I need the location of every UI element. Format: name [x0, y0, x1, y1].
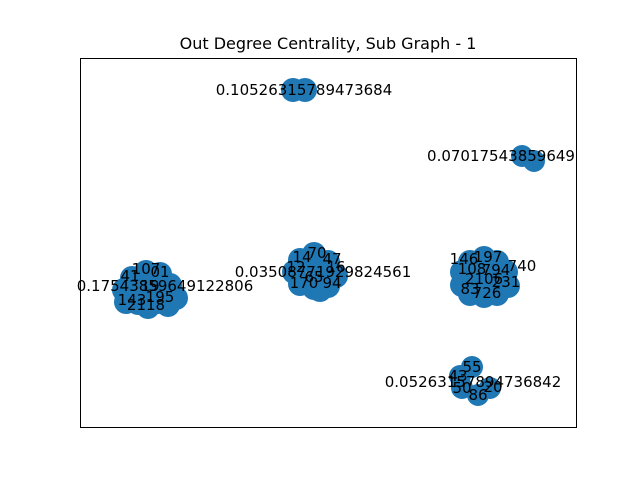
node-label: 143 [118, 291, 147, 309]
node-label: 231 [492, 273, 521, 291]
node-label: 146 [450, 250, 479, 268]
node-label: 108 [458, 260, 487, 278]
chart-title: Out Degree Centrality, Sub Graph - 1 [180, 34, 477, 53]
graph-node [293, 78, 317, 102]
node-label: 170 [290, 274, 319, 292]
axes-frame [80, 58, 577, 428]
graph-node [523, 150, 545, 172]
cluster-bottom-right: 55 43 50 20 86 0.05263157894736842 [385, 356, 562, 406]
cluster-middle: 14 70 47 12 16 170 94 65 0.0350877192982… [235, 242, 412, 302]
node-label: 14 [292, 248, 311, 266]
graph-node [485, 282, 509, 306]
node-label: 55 [462, 358, 481, 376]
node-label: 86 [468, 386, 487, 404]
node-label: 94 [322, 274, 341, 292]
node-label: 197 [474, 248, 503, 266]
cluster-top: 0.10526315789473684 [216, 78, 393, 102]
node-label: 16 [326, 258, 345, 276]
node-label: 740 [508, 257, 537, 275]
node-label: 2106 [465, 270, 503, 288]
node-label: 19 [140, 277, 159, 295]
node-label: 47 [322, 250, 341, 268]
node-label: 20 [483, 378, 502, 396]
node-label: 794 [482, 261, 511, 279]
graph-node [123, 278, 147, 302]
node-label: 01 [150, 263, 169, 281]
node-label: 0.07017543859649 [427, 147, 575, 165]
node-label: 2118 [127, 296, 165, 314]
node-label: 41 [120, 267, 139, 285]
node-label: 0.03508771929824561 [235, 263, 412, 281]
node-label: 83 [460, 280, 479, 298]
node-label: 107 [132, 260, 161, 278]
node-label: 0.17543859649122806 [77, 277, 254, 295]
node-label: 50 [452, 379, 471, 397]
cluster-left: 107 41 01 19 143 195 2118 0.175438596491… [77, 260, 254, 319]
node-label: 0.05263157894736842 [385, 373, 562, 391]
node-label: 0.10526315789473684 [216, 81, 393, 99]
cluster-right-middle: 146 197 740 108 794 2106 231 83 726 [450, 246, 537, 308]
node-label: 65 [304, 268, 323, 286]
graph-node [308, 278, 332, 302]
graph-node [148, 280, 172, 304]
node-label: 43 [448, 367, 467, 385]
graph-node [467, 384, 489, 406]
node-label: 70 [307, 244, 326, 262]
node-label: 195 [146, 288, 175, 306]
cluster-right-top: 0.07017543859649 [427, 145, 575, 172]
node-label: 726 [473, 284, 502, 302]
node-label: 12 [286, 258, 305, 276]
